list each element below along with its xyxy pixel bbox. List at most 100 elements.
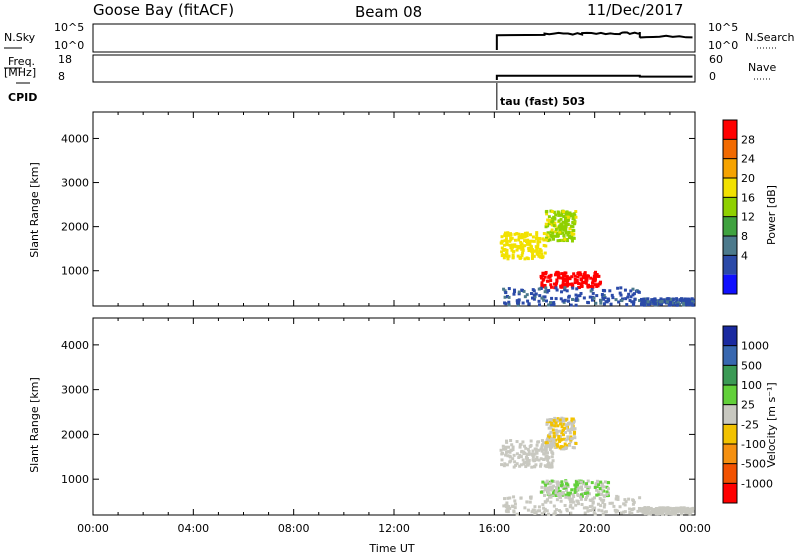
velocity-scatter-point: [554, 508, 558, 512]
power-scatter-point: [580, 284, 584, 288]
velocity-scatter-point: [586, 479, 590, 483]
velocity-colorbar-segment: [723, 424, 737, 444]
power-scatter-point: [525, 234, 529, 238]
velocity-scatter-point: [559, 434, 563, 438]
power-scatter-point: [603, 289, 607, 293]
power-scatter-point: [526, 238, 530, 242]
velocity-scatter-point: [547, 456, 551, 460]
velocity-scatter-point: [504, 450, 508, 454]
power-scatter-point: [535, 231, 539, 235]
power-scatter-point: [520, 242, 524, 246]
velocity-scatter-point: [593, 512, 597, 516]
velocity-scatter-point: [571, 500, 575, 504]
velocity-scatter-point: [542, 457, 546, 461]
velocity-scatter-point: [548, 485, 552, 489]
power-scatter-point: [608, 289, 612, 293]
velocity-scatter-point: [554, 438, 558, 442]
power-scatter-point: [520, 253, 524, 257]
velocity-scatter-point: [529, 439, 533, 443]
velocity-scatter-point: [531, 508, 535, 512]
power-scatter-point: [563, 237, 567, 241]
velocity-scatter-point: [602, 498, 606, 502]
power-scatter-point: [542, 285, 546, 289]
velocity-scatter-point: [536, 440, 540, 444]
velocity-scatter-point: [550, 423, 554, 427]
power-scatter-point: [532, 293, 536, 297]
velocity-scatter-point: [550, 450, 554, 454]
velocity-scatter-point: [545, 422, 549, 426]
power-scatter-point: [596, 283, 600, 287]
power-scatter-point: [562, 228, 566, 232]
power-scatter-point: [553, 273, 557, 277]
velocity-scatter-point: [691, 509, 695, 513]
power-scatter-point: [522, 235, 526, 239]
power-scatter-point: [574, 293, 578, 297]
power-scatter-point: [521, 233, 525, 237]
velocity-scatter-point: [523, 451, 527, 455]
power-scatter-point: [545, 290, 549, 294]
velocity-scatter-point: [571, 506, 575, 510]
velocity-scatter-point: [579, 480, 583, 484]
velocity-scatter-point: [546, 458, 550, 462]
velocity-scatter-point: [646, 507, 650, 511]
power-scatter-point: [541, 271, 545, 275]
velocity-scatter-point: [544, 464, 548, 468]
power-scatter-point: [517, 298, 521, 302]
velocity-scatter-point: [569, 435, 573, 439]
velocity-scatter-point: [552, 435, 556, 439]
velocity-scatter-point: [558, 492, 562, 496]
velocity-scatter-point: [537, 505, 541, 509]
power-scatter-point: [564, 271, 568, 275]
velocity-scatter-point: [532, 465, 536, 469]
power-scatter-point: [536, 242, 540, 246]
power-scatter-point: [523, 231, 527, 235]
velocity-colorbar-segment: [723, 385, 737, 405]
velocity-colorbar-label: Velocity [m s⁻¹]: [765, 382, 778, 467]
velocity-scatter-point: [537, 458, 541, 462]
power-scatter-point: [538, 247, 542, 251]
power-scatter-point: [560, 223, 564, 227]
nsky-label: N.Sky: [4, 31, 36, 44]
velocity-scatter-point: [576, 483, 580, 487]
velocity-scatter-point: [546, 418, 550, 422]
power-scatter-point: [506, 257, 510, 261]
power-scatter-point: [560, 227, 564, 231]
power-scatter-point: [538, 236, 542, 240]
velocity-scatter-point: [584, 506, 588, 510]
power-scatter-point: [556, 211, 560, 215]
power-scatter-point: [545, 209, 549, 213]
power-scatter-point: [564, 226, 568, 230]
velocity-scatter-point: [564, 430, 568, 434]
velocity-ylabel: Slant Range [km]: [28, 377, 41, 473]
velocity-scatter-point: [539, 462, 543, 466]
power-scatter-point: [535, 248, 539, 252]
velocity-scatter-point: [558, 489, 562, 493]
station-title: Goose Bay (fitACF): [93, 1, 234, 19]
velocity-scatter-point: [582, 482, 586, 486]
velocity-scatter-point: [591, 508, 595, 512]
power-scatter-point: [534, 292, 538, 296]
velocity-scatter-point: [539, 447, 543, 451]
velocity-scatter-point: [672, 509, 676, 513]
velocity-scatter-point: [529, 443, 533, 447]
power-scatter-point: [578, 294, 582, 298]
power-scatter-point: [535, 250, 539, 254]
velocity-scatter-point: [574, 484, 578, 488]
velocity-scatter-point: [564, 418, 568, 422]
power-scatter-point: [582, 273, 586, 277]
power-scatter-point: [541, 274, 545, 278]
power-scatter-point: [646, 297, 650, 301]
velocity-scatter-point: [555, 443, 559, 447]
power-scatter-point: [559, 213, 563, 217]
power-scatter-point: [574, 215, 578, 219]
velocity-scatter-point: [569, 511, 573, 515]
power-scatter-point: [502, 256, 506, 260]
power-scatter-point: [563, 288, 567, 292]
power-scatter-point: [531, 249, 535, 253]
power-scatter-point: [571, 286, 575, 290]
velocity-scatter-point: [512, 510, 516, 514]
power-scatter-point: [550, 296, 554, 300]
power-scatter-point: [602, 302, 606, 306]
power-scatter-point: [675, 299, 679, 303]
velocity-scatter-point: [650, 508, 654, 512]
